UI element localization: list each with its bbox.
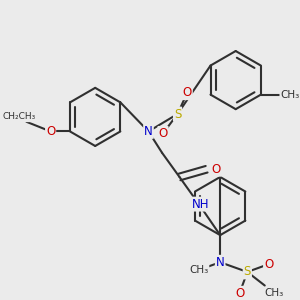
Text: O: O xyxy=(183,86,192,99)
Text: CH₃: CH₃ xyxy=(265,288,284,298)
Text: O: O xyxy=(212,163,221,176)
Text: N: N xyxy=(144,125,153,138)
Text: NH: NH xyxy=(192,198,210,211)
Text: S: S xyxy=(174,107,181,121)
Text: CH₃: CH₃ xyxy=(189,265,208,275)
Text: O: O xyxy=(264,258,273,271)
Text: S: S xyxy=(244,266,251,278)
Text: CH₂CH₃: CH₂CH₃ xyxy=(2,112,35,122)
Text: O: O xyxy=(46,125,55,138)
Text: N: N xyxy=(216,256,225,269)
Text: CH₃: CH₃ xyxy=(280,90,300,100)
Text: O: O xyxy=(235,287,244,300)
Text: O: O xyxy=(158,127,168,140)
